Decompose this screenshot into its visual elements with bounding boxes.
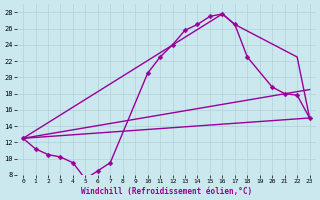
X-axis label: Windchill (Refroidissement éolien,°C): Windchill (Refroidissement éolien,°C) — [81, 187, 252, 196]
